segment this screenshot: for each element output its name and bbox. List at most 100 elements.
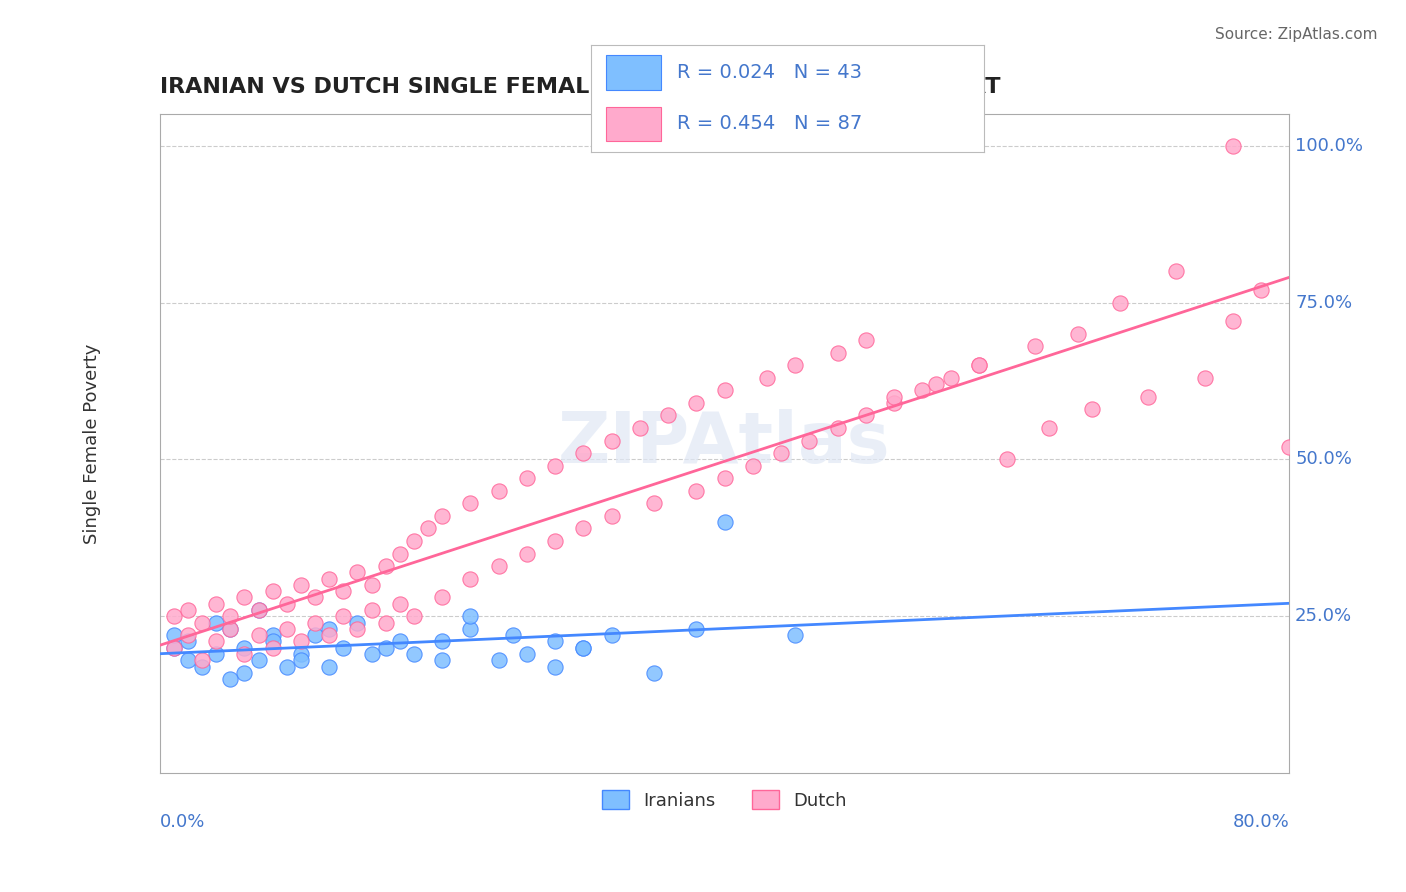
Point [643, 665, 665, 680]
Point [177, 634, 200, 648]
Legend: Iranians, Dutch: Iranians, Dutch [595, 783, 855, 817]
Point [544, 634, 567, 648]
Point [402, 647, 425, 661]
Point [460, 496, 482, 510]
Point [600, 434, 623, 448]
Point [191, 659, 214, 673]
Point [460, 622, 482, 636]
Point [163, 609, 186, 624]
Point [360, 647, 382, 661]
Point [572, 521, 595, 535]
Point [1024, 339, 1046, 353]
Point [191, 615, 214, 630]
Point [219, 609, 242, 624]
Point [360, 603, 382, 617]
Point [544, 659, 567, 673]
Point [374, 615, 396, 630]
Point [911, 384, 934, 398]
Point [332, 584, 354, 599]
Point [233, 647, 256, 661]
Point [600, 508, 623, 523]
Point [318, 659, 340, 673]
Point [233, 591, 256, 605]
Point [1222, 314, 1244, 328]
Point [374, 559, 396, 574]
Point [219, 622, 242, 636]
Point [402, 609, 425, 624]
Point [388, 597, 411, 611]
Point [219, 622, 242, 636]
Point [1278, 440, 1301, 454]
Text: 0.0%: 0.0% [160, 813, 205, 830]
Point [205, 615, 228, 630]
Text: 75.0%: 75.0% [1295, 293, 1353, 311]
Point [177, 603, 200, 617]
Point [402, 534, 425, 549]
Point [883, 396, 905, 410]
Point [1038, 421, 1060, 435]
Point [430, 634, 453, 648]
Point [741, 458, 763, 473]
Point [770, 446, 793, 460]
Point [163, 640, 186, 655]
Point [191, 653, 214, 667]
Point [304, 615, 326, 630]
Point [430, 591, 453, 605]
Text: 100.0%: 100.0% [1295, 136, 1362, 154]
Point [290, 653, 312, 667]
Point [827, 345, 849, 359]
Point [995, 452, 1018, 467]
Point [628, 421, 651, 435]
Point [1080, 402, 1102, 417]
Point [785, 628, 807, 642]
Point [177, 628, 200, 642]
Point [643, 496, 665, 510]
Point [416, 521, 439, 535]
Point [290, 647, 312, 661]
Point [290, 578, 312, 592]
Point [685, 396, 707, 410]
Point [516, 647, 538, 661]
Point [1194, 371, 1216, 385]
Point [430, 653, 453, 667]
Point [600, 628, 623, 642]
Point [346, 566, 368, 580]
Point [276, 622, 298, 636]
Point [163, 628, 186, 642]
Point [544, 534, 567, 549]
Point [332, 609, 354, 624]
Point [488, 559, 510, 574]
Point [262, 634, 284, 648]
Point [1222, 138, 1244, 153]
Point [304, 628, 326, 642]
Point [544, 458, 567, 473]
Point [967, 359, 990, 373]
Point [262, 640, 284, 655]
Point [332, 640, 354, 655]
Point [572, 640, 595, 655]
Bar [606, 55, 661, 89]
Point [219, 672, 242, 686]
Point [1066, 326, 1088, 341]
Point [262, 628, 284, 642]
Point [318, 628, 340, 642]
Point [713, 384, 735, 398]
Point [572, 446, 595, 460]
Text: R = 0.024   N = 43: R = 0.024 N = 43 [678, 63, 862, 82]
Point [247, 653, 270, 667]
Point [304, 591, 326, 605]
Point [657, 409, 679, 423]
Point [1137, 390, 1160, 404]
Point [388, 547, 411, 561]
Point [713, 515, 735, 529]
Point [205, 647, 228, 661]
Point [855, 409, 877, 423]
Point [276, 597, 298, 611]
Point [1166, 264, 1188, 278]
Point [247, 603, 270, 617]
Point [488, 653, 510, 667]
Text: Single Female Poverty: Single Female Poverty [83, 343, 101, 544]
Text: 80.0%: 80.0% [1233, 813, 1289, 830]
Point [967, 359, 990, 373]
Text: ZIPAtlas: ZIPAtlas [558, 409, 891, 478]
